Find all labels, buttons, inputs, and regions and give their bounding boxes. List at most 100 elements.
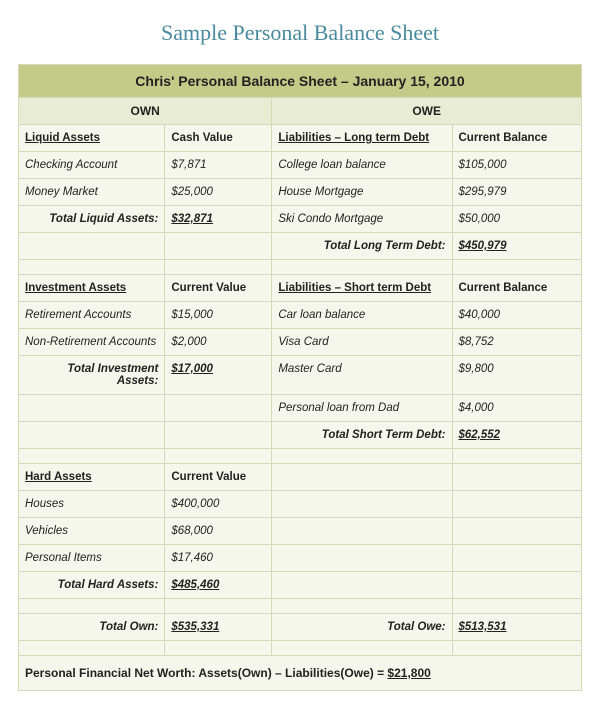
- table-row: Retirement Accounts $15,000 Car loan bal…: [19, 302, 582, 329]
- section-head-row: Liquid Assets Cash Value Liabilities – L…: [19, 125, 582, 152]
- table-row: Checking Account $7,871 College loan bal…: [19, 152, 582, 179]
- money-market-label: Money Market: [19, 179, 165, 206]
- empty-cell: [452, 545, 582, 572]
- total-owe-value: $513,531: [452, 614, 582, 641]
- table-row: Total Investment Assets: $17,000 Master …: [19, 356, 582, 395]
- table-row: Vehicles $68,000: [19, 518, 582, 545]
- checking-account-value: $7,871: [165, 152, 272, 179]
- empty-cell: [19, 422, 165, 449]
- empty-cell: [165, 233, 272, 260]
- nonretirement-value: $2,000: [165, 329, 272, 356]
- hard-assets-total-label: Total Hard Assets:: [19, 572, 165, 599]
- networth-amount: $21,800: [387, 666, 430, 680]
- car-loan-label: Car loan balance: [272, 302, 452, 329]
- long-term-total-value: $450,979: [452, 233, 582, 260]
- grand-total-row: Total Own: $535,331 Total Owe: $513,531: [19, 614, 582, 641]
- liquid-assets-total-value: $32,871: [165, 206, 272, 233]
- houses-value: $400,000: [165, 491, 272, 518]
- current-balance-header-2: Current Balance: [452, 275, 582, 302]
- mastercard-value: $9,800: [452, 356, 582, 395]
- retirement-value: $15,000: [165, 302, 272, 329]
- car-loan-value: $40,000: [452, 302, 582, 329]
- checking-account-label: Checking Account: [19, 152, 165, 179]
- page-title: Sample Personal Balance Sheet: [18, 20, 582, 46]
- empty-cell: [272, 572, 452, 599]
- empty-cell: [272, 545, 452, 572]
- investment-total-value: $17,000: [165, 356, 272, 395]
- money-market-value: $25,000: [165, 179, 272, 206]
- table-row: Total Long Term Debt: $450,979: [19, 233, 582, 260]
- empty-cell: [165, 422, 272, 449]
- total-owe-label: Total Owe:: [272, 614, 452, 641]
- networth-row: Personal Financial Net Worth: Assets(Own…: [19, 656, 582, 691]
- dad-loan-value: $4,000: [452, 395, 582, 422]
- ski-condo-value: $50,000: [452, 206, 582, 233]
- investment-assets-label: Investment Assets: [19, 275, 165, 302]
- table-row: Money Market $25,000 House Mortgage $295…: [19, 179, 582, 206]
- own-owe-header-row: OWN OWE: [19, 98, 582, 125]
- empty-cell: [165, 395, 272, 422]
- sheet-title-row: Chris' Personal Balance Sheet – January …: [19, 65, 582, 98]
- table-row: Personal Items $17,460: [19, 545, 582, 572]
- own-header: OWN: [19, 98, 272, 125]
- short-term-total-value: $62,552: [452, 422, 582, 449]
- table-row: Personal loan from Dad $4,000: [19, 395, 582, 422]
- empty-cell: [19, 395, 165, 422]
- vehicles-value: $68,000: [165, 518, 272, 545]
- vehicles-label: Vehicles: [19, 518, 165, 545]
- table-row: Total Liquid Assets: $32,871 Ski Condo M…: [19, 206, 582, 233]
- investment-total-label: Total Investment Assets:: [19, 356, 165, 395]
- personal-items-label: Personal Items: [19, 545, 165, 572]
- current-value-header-2: Current Value: [165, 464, 272, 491]
- empty-cell: [452, 464, 582, 491]
- short-term-debt-label: Liabilities – Short term Debt: [272, 275, 452, 302]
- nonretirement-label: Non-Retirement Accounts: [19, 329, 165, 356]
- hard-assets-label: Hard Assets: [19, 464, 165, 491]
- dad-loan-label: Personal loan from Dad: [272, 395, 452, 422]
- visa-value: $8,752: [452, 329, 582, 356]
- empty-cell: [452, 518, 582, 545]
- total-own-value: $535,331: [165, 614, 272, 641]
- college-loan-label: College loan balance: [272, 152, 452, 179]
- empty-cell: [272, 464, 452, 491]
- liquid-assets-label: Liquid Assets: [19, 125, 165, 152]
- current-balance-header: Current Balance: [452, 125, 582, 152]
- visa-label: Visa Card: [272, 329, 452, 356]
- house-mortgage-value: $295,979: [452, 179, 582, 206]
- liquid-assets-total-label: Total Liquid Assets:: [19, 206, 165, 233]
- empty-cell: [452, 491, 582, 518]
- short-term-total-label: Total Short Term Debt:: [272, 422, 452, 449]
- table-row: Total Short Term Debt: $62,552: [19, 422, 582, 449]
- spacer-row: [19, 449, 582, 464]
- table-row: Houses $400,000: [19, 491, 582, 518]
- networth-statement: Personal Financial Net Worth: Assets(Own…: [19, 656, 582, 691]
- retirement-label: Retirement Accounts: [19, 302, 165, 329]
- personal-items-value: $17,460: [165, 545, 272, 572]
- table-row: Non-Retirement Accounts $2,000 Visa Card…: [19, 329, 582, 356]
- college-loan-value: $105,000: [452, 152, 582, 179]
- spacer-row: [19, 641, 582, 656]
- section-head-row: Investment Assets Current Value Liabilit…: [19, 275, 582, 302]
- empty-cell: [272, 491, 452, 518]
- hard-assets-total-value: $485,460: [165, 572, 272, 599]
- owe-header: OWE: [272, 98, 582, 125]
- total-own-label: Total Own:: [19, 614, 165, 641]
- table-row: Total Hard Assets: $485,460: [19, 572, 582, 599]
- networth-prefix: Personal Financial Net Worth: Assets(Own…: [25, 666, 387, 680]
- mastercard-label: Master Card: [272, 356, 452, 395]
- current-value-header: Current Value: [165, 275, 272, 302]
- empty-cell: [272, 518, 452, 545]
- house-mortgage-label: House Mortgage: [272, 179, 452, 206]
- empty-cell: [452, 572, 582, 599]
- long-term-debt-label: Liabilities – Long term Debt: [272, 125, 452, 152]
- section-head-row: Hard Assets Current Value: [19, 464, 582, 491]
- ski-condo-label: Ski Condo Mortgage: [272, 206, 452, 233]
- empty-cell: [19, 233, 165, 260]
- spacer-row: [19, 260, 582, 275]
- houses-label: Houses: [19, 491, 165, 518]
- long-term-total-label: Total Long Term Debt:: [272, 233, 452, 260]
- balance-sheet-table: Chris' Personal Balance Sheet – January …: [18, 64, 582, 691]
- cash-value-header: Cash Value: [165, 125, 272, 152]
- sheet-title: Chris' Personal Balance Sheet – January …: [19, 65, 582, 98]
- spacer-row: [19, 599, 582, 614]
